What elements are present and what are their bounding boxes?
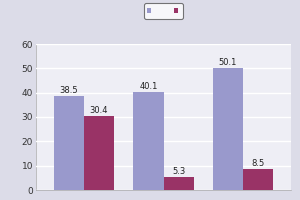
Text: 40.1: 40.1 [139,82,158,91]
Text: 50.1: 50.1 [219,58,237,67]
Legend: , : , [144,3,183,19]
Bar [133,92,164,190]
Text: 8.5: 8.5 [252,159,265,168]
Text: 30.4: 30.4 [90,106,108,115]
Bar [243,169,274,190]
Bar [84,116,114,190]
Text: 38.5: 38.5 [59,86,78,95]
Bar [53,96,84,190]
Bar [213,68,243,190]
Text: 5.3: 5.3 [172,167,185,176]
Bar [164,177,194,190]
